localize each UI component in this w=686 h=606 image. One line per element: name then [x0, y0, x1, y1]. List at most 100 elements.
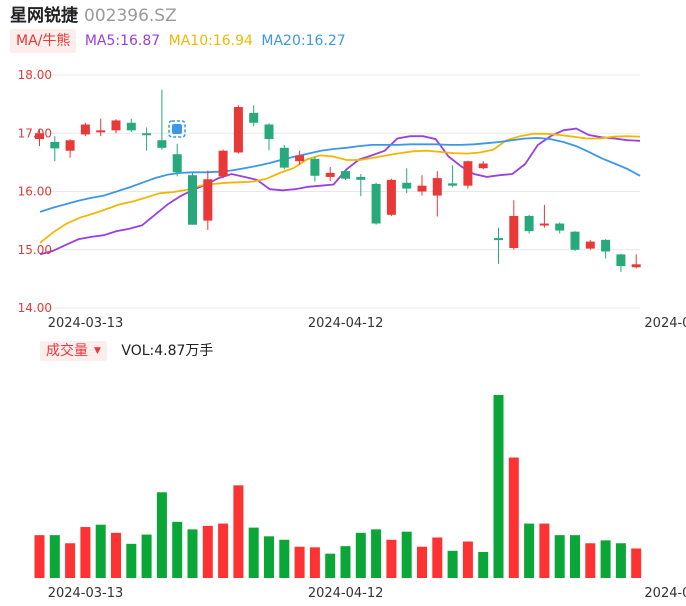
volume-bar[interactable] [49, 535, 60, 578]
volume-bar[interactable] [401, 531, 412, 578]
volume-bar[interactable] [65, 543, 76, 578]
candle[interactable] [494, 227, 503, 264]
volume-bar[interactable] [126, 543, 137, 578]
ma-legend: MA/牛熊 MA5:16.87 MA10:16.94 MA20:16.27 [10, 29, 346, 53]
ma10-legend: MA10:16.94 [168, 33, 253, 49]
y-tick-label: 15.00 [18, 243, 52, 257]
volume-bar[interactable] [294, 546, 305, 578]
volume-bar[interactable] [631, 548, 642, 578]
volume-bar[interactable] [355, 532, 366, 578]
volume-bar[interactable] [264, 536, 274, 578]
volume-bar[interactable] [524, 523, 535, 578]
volume-bar[interactable] [554, 535, 565, 578]
volume-bar[interactable] [447, 550, 458, 578]
volume-bar[interactable] [111, 532, 121, 578]
candle[interactable] [524, 214, 534, 234]
volume-bar[interactable] [156, 492, 167, 578]
candle[interactable] [310, 156, 320, 182]
volume-bar[interactable] [340, 546, 351, 578]
volume-bar[interactable] [493, 395, 504, 578]
volume-tag-label: 成交量 [46, 343, 88, 359]
candle[interactable] [555, 222, 565, 234]
ma10-line [39, 132, 641, 244]
price-chart[interactable]: 18.00 17.00 16.00 15.00 14.00 2024-03-13 2024… [0, 0, 686, 335]
stock-name: 星网锐捷 [10, 6, 78, 26]
y-tick-label: 17.00 [18, 126, 52, 140]
volume-indicator-selector[interactable]: 成交量 ▼ [40, 341, 107, 361]
volume-bar[interactable] [570, 535, 580, 578]
y-tick-label: 14.00 [18, 301, 52, 315]
candle[interactable] [509, 200, 519, 250]
x-tick-label: 2024-05-14 [644, 586, 686, 601]
volume-bar[interactable] [539, 523, 550, 578]
candle[interactable] [188, 172, 197, 225]
candle[interactable] [631, 254, 641, 269]
candle[interactable] [616, 253, 626, 272]
volume-bar[interactable] [80, 527, 91, 578]
candle[interactable] [279, 144, 289, 170]
candle[interactable] [96, 118, 106, 137]
candle[interactable] [601, 239, 611, 259]
volume-bar[interactable] [615, 543, 626, 578]
x-tick-label: 2024-03-13 [48, 586, 124, 601]
volume-bar[interactable] [371, 529, 382, 578]
candle[interactable] [356, 174, 366, 197]
stock-code: 002396.SZ [84, 6, 177, 26]
candle[interactable] [157, 89, 167, 150]
candle[interactable] [478, 161, 488, 170]
volume-bar[interactable] [279, 539, 290, 578]
ma20-line [39, 136, 641, 213]
candle[interactable] [570, 231, 580, 251]
candle[interactable] [417, 175, 427, 196]
volume-bar[interactable] [325, 553, 336, 578]
volume-bar[interactable] [417, 546, 427, 578]
candle[interactable] [341, 169, 350, 180]
volume-bar[interactable] [508, 457, 519, 578]
volume-bar[interactable] [462, 541, 473, 578]
ma5-line [39, 127, 641, 256]
candle[interactable] [295, 150, 305, 165]
candle[interactable] [264, 123, 274, 151]
candle[interactable] [126, 118, 136, 133]
candle[interactable] [172, 143, 182, 177]
candle[interactable] [585, 239, 595, 250]
candle[interactable] [233, 105, 243, 154]
candle[interactable] [448, 165, 458, 188]
volume-bar[interactable] [141, 534, 152, 578]
y-tick-label: 18.00 [18, 68, 52, 82]
candle[interactable] [111, 119, 121, 134]
candle[interactable] [249, 105, 259, 127]
caret-down-icon: ▼ [94, 346, 101, 356]
volume-bar[interactable] [34, 535, 45, 578]
candle[interactable] [218, 149, 228, 179]
volume-bar[interactable] [218, 523, 229, 578]
candle[interactable] [203, 170, 213, 230]
volume-bar[interactable] [478, 551, 489, 578]
volume-bar[interactable] [172, 521, 183, 578]
candle[interactable] [463, 160, 473, 189]
volume-bar[interactable] [386, 539, 397, 578]
volume-bar[interactable] [248, 527, 259, 578]
candle[interactable] [65, 139, 75, 158]
volume-bar[interactable] [309, 547, 320, 578]
candle[interactable] [142, 127, 152, 151]
volume-bar[interactable] [95, 524, 106, 578]
volume-bar[interactable] [202, 525, 213, 578]
candle[interactable] [386, 178, 396, 216]
candle[interactable] [325, 167, 335, 182]
candle[interactable] [35, 129, 44, 147]
ma-indicator-selector[interactable]: MA/牛熊 [10, 29, 77, 53]
candle[interactable] [371, 182, 381, 225]
volume-bar[interactable] [585, 543, 596, 578]
event-marker-icon[interactable] [168, 120, 186, 138]
candle[interactable] [432, 171, 442, 217]
candle[interactable] [539, 204, 549, 228]
volume-bar[interactable] [187, 529, 198, 578]
candle[interactable] [50, 136, 60, 162]
candle[interactable] [402, 168, 412, 194]
candle[interactable] [80, 122, 90, 137]
volume-bar[interactable] [233, 485, 244, 578]
y-tick-label: 16.00 [18, 185, 52, 199]
volume-bar[interactable] [432, 537, 443, 578]
volume-bar[interactable] [600, 540, 611, 578]
